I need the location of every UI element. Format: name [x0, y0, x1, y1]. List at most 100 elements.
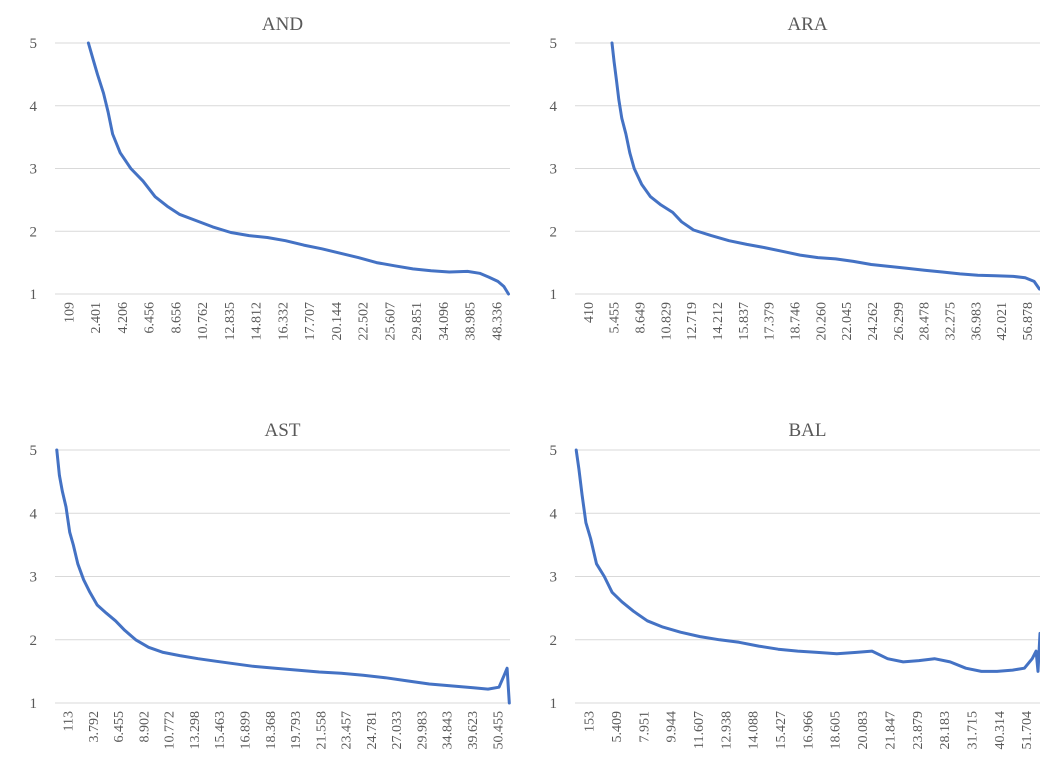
x-tick-label: 11.607 [692, 711, 707, 749]
x-tick-label: 6.456 [143, 302, 158, 334]
chart-ast: AST 1 2 3 4 5 113 3.792 6.455 8.902 10.772 13.298 15… [30, 420, 511, 750]
x-tick-label: 17.707 [303, 302, 318, 341]
x-tick-label: 28.183 [938, 711, 953, 750]
x-tick-label: 13.298 [188, 711, 203, 750]
x-tick-label: 16.332 [276, 302, 291, 341]
x-tick-label: 3.792 [87, 711, 102, 743]
x-tick-label: 39.623 [466, 711, 481, 750]
x-tick-label: 15.427 [774, 711, 789, 750]
x-tick-label: 410 [582, 302, 597, 323]
y-tick-label: 5 [30, 443, 38, 459]
y-tick-label: 2 [550, 633, 558, 649]
x-tick-label: 42.021 [995, 302, 1010, 341]
x-tick-label: 15.463 [213, 711, 228, 750]
x-tick-label: 22.045 [840, 302, 855, 341]
y-tick-label: 4 [30, 506, 38, 522]
x-tick-label: 50.455 [491, 711, 506, 750]
y-tick-label: 1 [550, 696, 558, 712]
x-tick-label: 17.379 [763, 302, 778, 341]
x-tick-label: 18.746 [788, 302, 803, 341]
x-tick-label: 21.558 [314, 711, 329, 750]
chart-panel-ara: ARA 1 2 3 4 5 410 5.455 8.649 10.829 12.719 14.212 1… [520, 0, 1040, 372]
x-tick-label: 29.983 [415, 711, 430, 750]
x-tick-label: 19.793 [289, 711, 304, 750]
chart-title: AND [262, 14, 303, 35]
x-tick-label: 5.455 [608, 302, 623, 334]
y-tick-label: 1 [30, 696, 38, 712]
x-tick-label: 4.206 [116, 302, 131, 334]
x-tick-label: 12.719 [685, 302, 700, 341]
x-tick-label: 7.951 [637, 711, 652, 743]
chart-title: AST [265, 420, 301, 441]
x-tick-label: 8.649 [633, 302, 648, 334]
x-tick-label: 20.083 [856, 711, 871, 750]
x-tick-label: 51.704 [1020, 711, 1035, 750]
x-tick-label: 18.368 [264, 711, 279, 750]
x-tick-label: 8.902 [137, 711, 152, 743]
x-tick-label: 23.457 [340, 711, 355, 750]
series-line [574, 448, 1040, 673]
y-tick-label: 3 [30, 570, 38, 586]
chart-title: ARA [787, 14, 827, 35]
x-tick-label: 16.966 [801, 711, 816, 750]
x-tick-label: 20.260 [814, 302, 829, 341]
chart-bal: BAL 1 2 3 4 5 153 5.409 7.951 9.944 11.607 12.938 14… [550, 420, 1040, 750]
x-tick-label: 153 [583, 711, 598, 732]
x-tick-label: 48.336 [491, 302, 506, 341]
x-tick-label: 26.299 [892, 302, 907, 341]
x-tick-label: 22.502 [357, 302, 372, 341]
chart-title: BAL [789, 420, 827, 441]
y-tick-label: 4 [550, 506, 558, 522]
x-tick-label: 40.314 [993, 711, 1008, 750]
series-line [86, 41, 510, 296]
x-tick-label: 56.878 [1021, 302, 1036, 341]
y-tick-label: 5 [550, 443, 558, 459]
chart-panel-bal: BAL 1 2 3 4 5 153 5.409 7.951 9.944 11.607 12.938 14… [520, 410, 1040, 772]
x-tick-label: 15.837 [737, 302, 752, 341]
x-tick-label: 28.478 [918, 302, 933, 341]
x-tick-label: 10.762 [196, 302, 211, 341]
series-line [610, 41, 1040, 291]
y-tick-label: 1 [550, 287, 558, 303]
x-tick-label: 10.829 [659, 302, 674, 341]
y-tick-label: 3 [30, 162, 38, 178]
x-tick-label: 6.455 [112, 711, 127, 743]
x-tick-label: 14.088 [747, 711, 762, 750]
x-tick-label: 18.605 [829, 711, 844, 750]
chart-panel-ast: AST 1 2 3 4 5 113 3.792 6.455 8.902 10.772 13.298 15… [0, 410, 520, 772]
x-tick-label: 34.843 [441, 711, 456, 750]
x-tick-label: 24.781 [365, 711, 380, 750]
series-line [55, 448, 511, 705]
x-tick-label: 32.275 [943, 302, 958, 341]
x-tick-label: 8.656 [169, 302, 184, 334]
x-tick-label: 29.851 [410, 302, 425, 341]
x-tick-label: 109 [62, 302, 77, 323]
y-tick-label: 2 [30, 633, 38, 649]
x-tick-label: 2.401 [89, 302, 104, 334]
y-tick-label: 2 [30, 224, 38, 240]
y-tick-label: 4 [550, 99, 558, 115]
x-tick-label: 9.944 [665, 711, 680, 743]
x-tick-label: 20.144 [330, 302, 345, 341]
x-tick-label: 38.985 [464, 302, 479, 341]
x-tick-label: 25.607 [383, 302, 398, 341]
x-tick-label: 14.812 [250, 302, 265, 341]
chart-ara: ARA 1 2 3 4 5 410 5.455 8.649 10.829 12.719 14.212 1… [550, 14, 1040, 341]
x-tick-label: 21.847 [883, 711, 898, 750]
x-tick-label: 14.212 [711, 302, 726, 341]
x-tick-label: 31.715 [966, 711, 981, 750]
y-tick-label: 4 [30, 99, 38, 115]
y-tick-label: 3 [550, 162, 558, 178]
x-tick-label: 36.983 [969, 302, 984, 341]
x-tick-label: 12.835 [223, 302, 238, 341]
x-tick-label: 113 [62, 711, 77, 731]
y-tick-label: 3 [550, 570, 558, 586]
x-tick-label: 34.096 [437, 302, 452, 341]
x-tick-label: 12.938 [719, 711, 734, 750]
y-tick-label: 5 [30, 36, 38, 52]
chart-panel-and: AND 1 2 3 4 5 109 2.401 4.206 6.456 8.656 10.762 12.… [0, 0, 520, 372]
x-tick-label: 24.262 [866, 302, 881, 341]
x-tick-label: 16.899 [238, 711, 253, 750]
chart-and: AND 1 2 3 4 5 109 2.401 4.206 6.456 8.656 10.762 12.… [30, 14, 510, 341]
x-tick-label: 23.879 [911, 711, 926, 750]
